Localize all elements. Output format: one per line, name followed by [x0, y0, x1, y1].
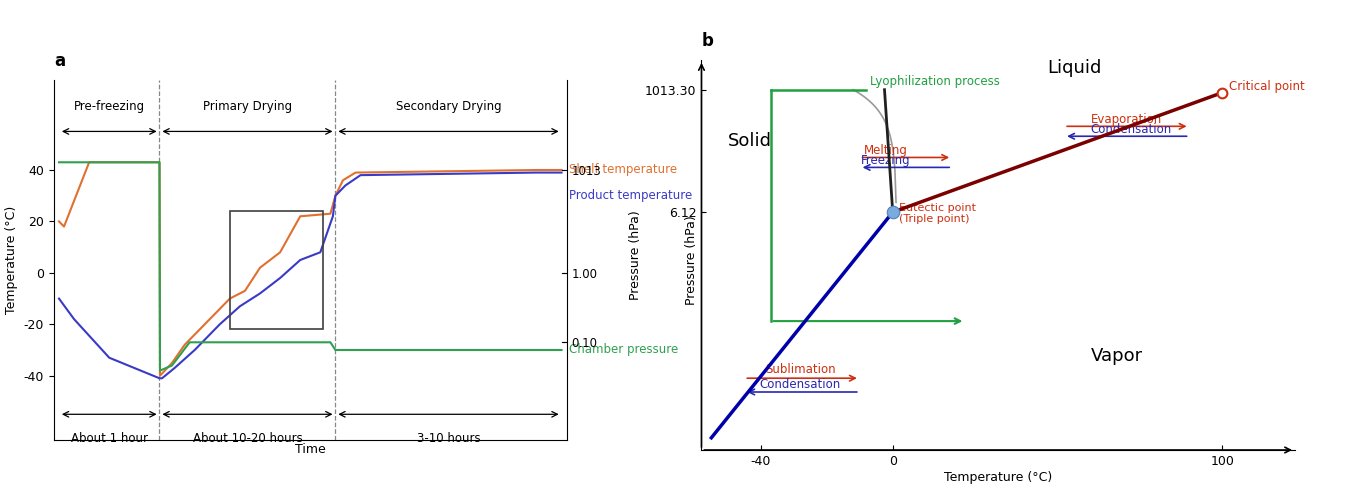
- Text: Sublimation: Sublimation: [765, 362, 836, 376]
- Text: Freezing: Freezing: [861, 154, 911, 167]
- Text: About 10-20 hours: About 10-20 hours: [193, 432, 302, 446]
- Y-axis label: Pressure (hPa): Pressure (hPa): [684, 215, 697, 305]
- Text: Evaporation: Evaporation: [1090, 113, 1161, 126]
- Bar: [229, 211, 322, 330]
- Text: About 1 hour: About 1 hour: [70, 432, 148, 446]
- Text: Melting: Melting: [865, 144, 908, 157]
- Text: a: a: [54, 52, 65, 70]
- Text: 3-10 hours: 3-10 hours: [417, 432, 480, 446]
- Text: Critical point: Critical point: [1229, 80, 1304, 94]
- Y-axis label: Temperature (°C): Temperature (°C): [5, 206, 19, 314]
- Y-axis label: Pressure (hPa): Pressure (hPa): [630, 210, 642, 300]
- Text: b: b: [701, 32, 714, 50]
- Text: Condensation: Condensation: [1090, 123, 1172, 136]
- Text: Lyophilization process: Lyophilization process: [870, 74, 1000, 88]
- Text: Primary Drying: Primary Drying: [202, 100, 291, 114]
- X-axis label: Time: Time: [295, 443, 325, 456]
- Text: Eutectic point
(Triple point): Eutectic point (Triple point): [900, 202, 977, 224]
- X-axis label: Temperature (°C): Temperature (°C): [944, 470, 1052, 484]
- Text: Liquid: Liquid: [1047, 58, 1101, 76]
- Text: Solid: Solid: [728, 132, 772, 150]
- Text: Shelf temperature: Shelf temperature: [569, 164, 677, 176]
- Text: Product temperature: Product temperature: [569, 189, 692, 202]
- Text: Pre-freezing: Pre-freezing: [74, 100, 144, 114]
- Text: Secondary Drying: Secondary Drying: [395, 100, 502, 114]
- Text: Chamber pressure: Chamber pressure: [569, 344, 679, 356]
- Text: Condensation: Condensation: [759, 378, 840, 391]
- Text: Vapor: Vapor: [1091, 347, 1143, 365]
